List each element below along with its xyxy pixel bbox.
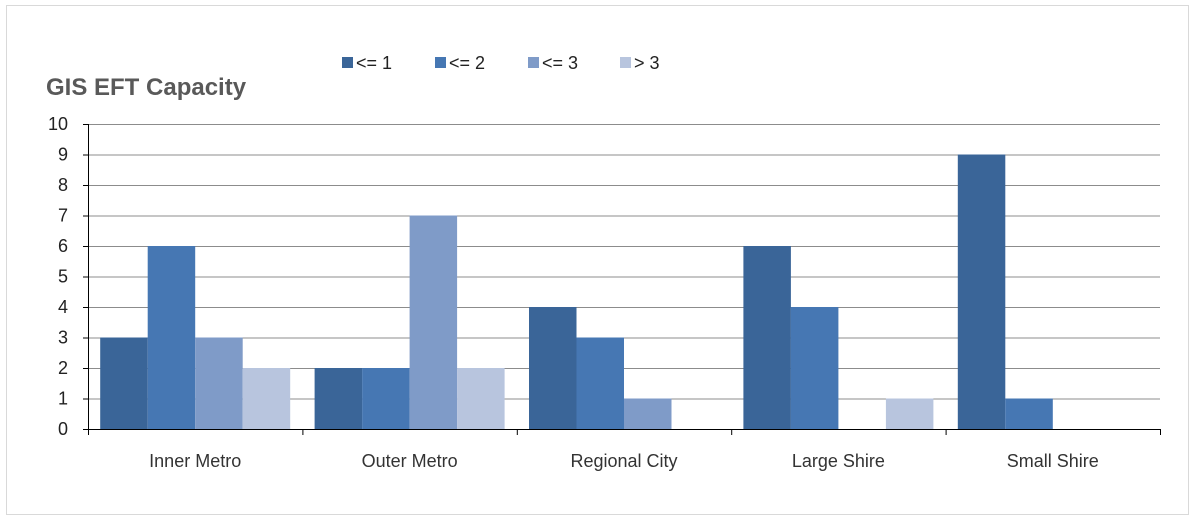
- legend-item: <= 2: [435, 53, 485, 73]
- bar: [314, 368, 363, 429]
- legend-label: <= 3: [542, 53, 578, 73]
- y-tick-label: 10: [48, 114, 68, 134]
- y-tick-label: 3: [58, 328, 68, 348]
- bar: [457, 368, 505, 429]
- chart-title: GIS EFT Capacity: [46, 74, 247, 101]
- legend-item: <= 1: [342, 53, 392, 73]
- bars: [100, 154, 1053, 429]
- bar: [195, 337, 243, 429]
- bar: [624, 398, 672, 429]
- bar: [529, 307, 577, 429]
- y-tick-label: 4: [58, 297, 68, 317]
- legend-item: <= 3: [528, 53, 578, 73]
- bar: [576, 337, 624, 429]
- bar: [147, 246, 196, 429]
- y-tick-label: 6: [58, 236, 68, 256]
- legend-label: > 3: [634, 53, 660, 73]
- legend: <= 1 <= 2 <= 3 > 3: [342, 53, 660, 73]
- bar: [1005, 398, 1053, 429]
- x-category-label: Small Shire: [1007, 451, 1099, 471]
- x-category-label: Regional City: [570, 451, 677, 471]
- bar: [242, 368, 291, 429]
- bar: [790, 307, 839, 429]
- y-tick-label: 5: [58, 267, 68, 287]
- legend-label: <= 1: [356, 53, 392, 73]
- legend-swatch: [528, 57, 539, 68]
- y-axis-ticks: 0 1 2 3 4 5 6 7 8 9 10: [48, 114, 68, 439]
- y-tick-label: 0: [58, 419, 68, 439]
- bar: [100, 337, 148, 429]
- y-tick-label: 8: [58, 175, 68, 195]
- legend-swatch: [342, 57, 353, 68]
- y-tick-label: 2: [58, 358, 68, 378]
- legend-label: <= 2: [449, 53, 485, 73]
- y-tick-label: 9: [58, 145, 68, 165]
- x-category-label: Large Shire: [792, 451, 885, 471]
- bar: [957, 154, 1006, 429]
- x-category-label: Outer Metro: [362, 451, 458, 471]
- bar: [885, 398, 934, 429]
- legend-swatch: [435, 57, 446, 68]
- x-category-label: Inner Metro: [149, 451, 241, 471]
- legend-swatch: [620, 57, 631, 68]
- bar: [362, 368, 410, 429]
- legend-item: > 3: [620, 53, 660, 73]
- x-axis-categories: Inner Metro Outer Metro Regional City Large…: [149, 451, 1099, 471]
- bar: [743, 246, 791, 429]
- y-tick-label: 1: [58, 389, 68, 409]
- y-tick-label: 7: [58, 206, 68, 226]
- axes: [83, 124, 1161, 435]
- bar: [409, 215, 458, 429]
